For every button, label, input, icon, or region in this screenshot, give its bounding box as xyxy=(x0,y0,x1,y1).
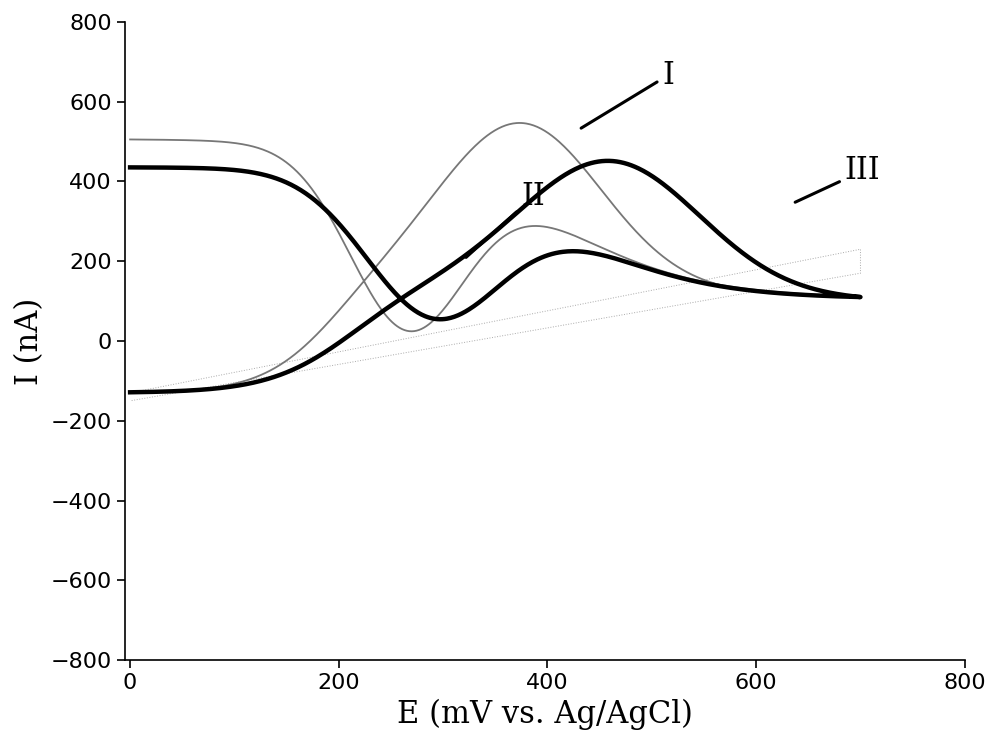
Y-axis label: I (nA): I (nA) xyxy=(14,298,45,385)
Text: III: III xyxy=(795,155,880,202)
Text: I: I xyxy=(581,60,674,128)
Text: II: II xyxy=(466,182,545,257)
X-axis label: E (mV vs. Ag/AgCl): E (mV vs. Ag/AgCl) xyxy=(397,699,693,730)
